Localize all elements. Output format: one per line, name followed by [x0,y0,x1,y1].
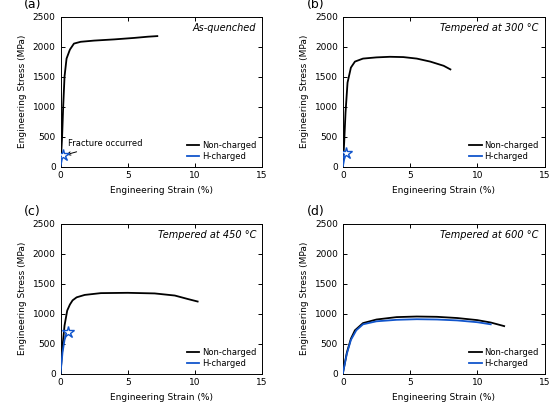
X-axis label: Engineering Strain (%): Engineering Strain (%) [392,393,495,402]
Y-axis label: Engineering Stress (MPa): Engineering Stress (MPa) [18,242,27,355]
Text: (c): (c) [24,205,41,217]
X-axis label: Engineering Strain (%): Engineering Strain (%) [110,393,213,402]
Text: (d): (d) [306,205,324,217]
Text: (b): (b) [306,0,324,11]
Legend: Non-charged, H-charged: Non-charged, H-charged [468,139,540,162]
Legend: Non-charged, H-charged: Non-charged, H-charged [468,347,540,369]
Y-axis label: Engineering Stress (MPa): Engineering Stress (MPa) [300,242,310,355]
Text: Tempered at 600 °C: Tempered at 600 °C [440,229,538,239]
Legend: Non-charged, H-charged: Non-charged, H-charged [185,139,258,162]
X-axis label: Engineering Strain (%): Engineering Strain (%) [392,186,495,195]
Text: Tempered at 300 °C: Tempered at 300 °C [440,22,538,33]
Text: Tempered at 450 °C: Tempered at 450 °C [158,229,256,239]
Y-axis label: Engineering Stress (MPa): Engineering Stress (MPa) [18,35,27,148]
Y-axis label: Engineering Stress (MPa): Engineering Stress (MPa) [300,35,310,148]
Text: (a): (a) [24,0,42,11]
Text: Fracture occurred: Fracture occurred [67,139,142,155]
Text: As-quenched: As-quenched [192,22,256,33]
Legend: Non-charged, H-charged: Non-charged, H-charged [185,347,258,369]
X-axis label: Engineering Strain (%): Engineering Strain (%) [110,186,213,195]
